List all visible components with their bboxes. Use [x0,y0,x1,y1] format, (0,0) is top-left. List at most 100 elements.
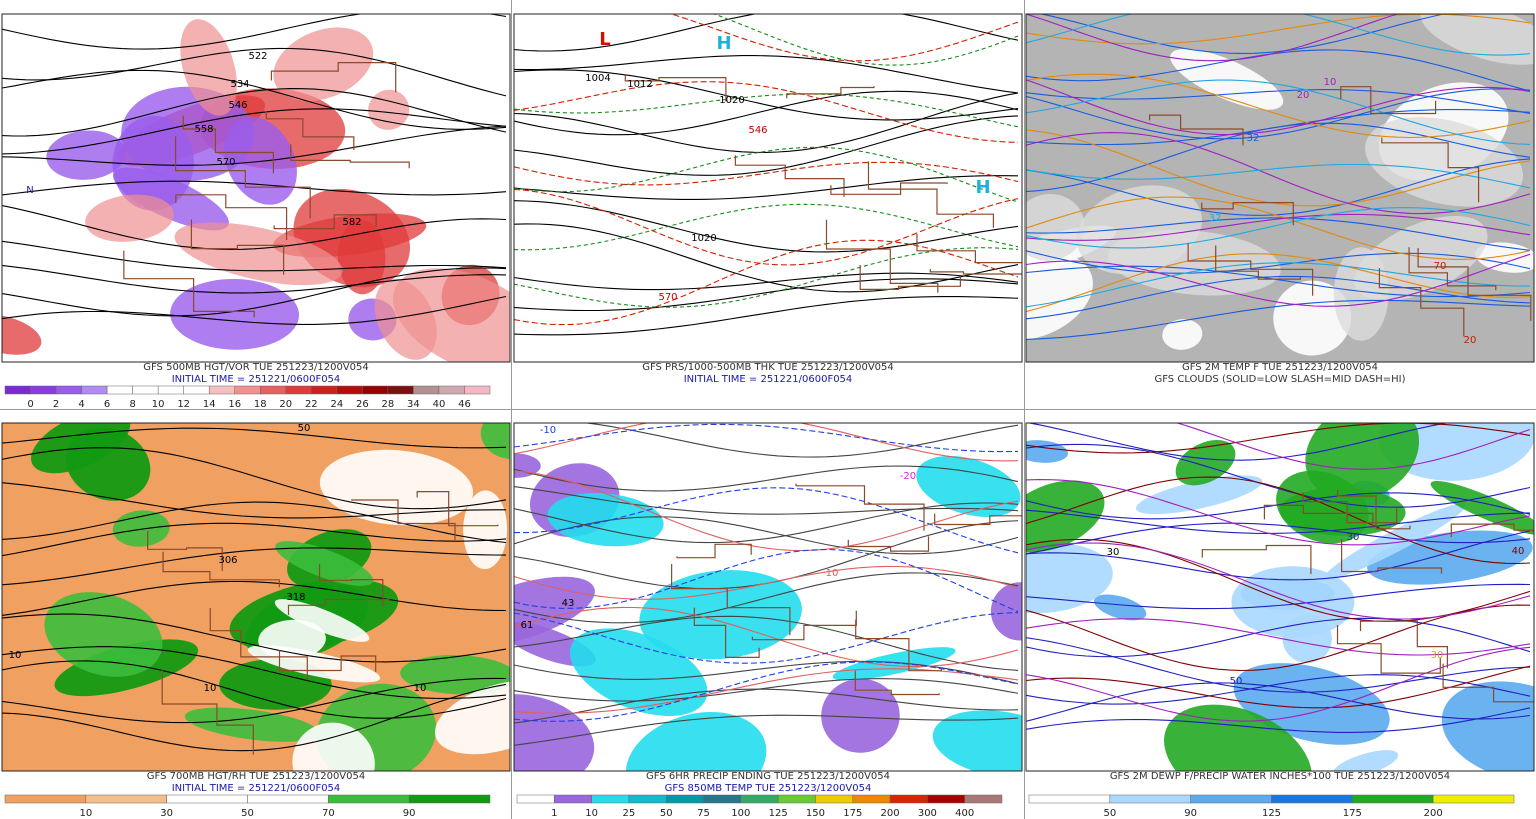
contour-line [1026,275,1531,320]
contour-line [1026,476,1531,565]
contour-line [1026,617,1531,658]
state-border [734,155,845,197]
map-frame [1,13,511,363]
contour-line [1026,158,1531,216]
contour-line [514,278,1019,312]
state-border [676,543,752,559]
state-border [351,499,456,540]
state-border [1201,544,1312,575]
contour-line [514,714,1019,746]
shaded-area [1273,280,1352,356]
shaded-area [832,647,956,681]
contour-line [1026,542,1531,620]
contour-line [1039,14,1447,54]
colorbar-label: 6 [104,399,110,410]
shaded-area [1354,216,1488,301]
state-border [786,86,875,99]
contour-line [1026,509,1531,534]
colorbar-swatch [260,385,287,395]
shaded-area [1231,566,1355,638]
colorbar-swatch [4,385,31,395]
map-label: 1020 [719,95,744,106]
contour-line [2,240,507,272]
colorbar-label: 10 [79,808,92,819]
colorbar-label: 46 [458,399,471,410]
colorbar-label: 90 [403,808,416,819]
contour-line [2,427,507,449]
contour-line [1026,14,1531,56]
colorbar-swatch [336,385,363,395]
contour-line [1026,213,1531,241]
map-panel: L H 1004 1012 1020 546 1020 570 H GFS PRS/1000-50… [513,13,1023,385]
colorbar-swatch [927,794,965,804]
state-border [929,269,1022,275]
panel-subtitle: INITIAL TIME = 251221/0600F054 [172,374,341,385]
colorbar-label: 14 [203,399,216,410]
shaded-area [639,570,802,660]
colorbar-swatch [106,385,133,395]
contour-line [2,47,507,97]
panel-subtitle: INITIAL TIME = 251221/0600F054 [684,374,853,385]
colorbar-swatch [55,385,82,395]
colorbar-swatch [30,385,57,395]
colorbar-swatch [703,794,742,804]
state-border [859,265,961,290]
colorbar-swatch [628,794,667,804]
contour-line [514,615,1019,671]
shaded-area [274,599,370,642]
colorbar-swatch [777,794,816,804]
map-label: 20 [1297,90,1310,101]
map-label: 32 [1247,133,1260,144]
contour-line [514,486,1019,515]
state-border [855,619,942,672]
shaded-area [1026,252,1093,341]
colorbar-label: 16 [228,399,241,410]
state-border [278,650,377,672]
shaded-area [1333,247,1389,341]
contour-line [1026,646,1531,722]
state-border [287,598,390,616]
state-border [854,670,940,696]
contour-line [514,188,1019,266]
state-border [693,607,760,658]
map-label: 1020 [691,233,716,244]
map [2,14,510,362]
state-border [847,536,930,552]
contour-line [2,14,507,50]
state-border [934,513,1022,526]
colorbar-label: 150 [806,808,825,819]
colorbar-swatch [964,794,1003,804]
map-panel: -10 -20 43 61 10 GFS 6HR PRECIP ENDING TUE 25… [513,422,1023,819]
shaded-area [514,694,595,771]
contour-line [2,88,507,137]
contour-line [514,465,1019,492]
contour-line [1026,253,1531,307]
panel-subtitle: INITIAL TIME = 251221/0600F054 [172,783,341,794]
contour-line [2,447,507,510]
contour-line [1175,423,1531,470]
state-border [1378,268,1465,337]
state-border [265,111,355,150]
contour-line [1026,707,1531,733]
contour-line [1026,79,1531,145]
colorbar-label: 40 [433,399,446,410]
shaded-area [821,678,900,753]
colorbar-label: 100 [731,808,750,819]
contour-line [1026,583,1531,610]
panel-title: GFS 500MB HGT/VOR TUE 251223/1200V054 [143,362,369,373]
map-panel: 522 534 546 558 570 582 N GFS 500MB HGT/VOR TUE… [1,13,511,410]
contour-line [1026,122,1531,193]
shaded-area [170,278,300,350]
map-frame [513,13,1023,363]
shaded-area [1093,594,1147,621]
map-label: 582 [342,217,361,228]
contour-line [514,606,1019,668]
colorbar-label: 8 [129,399,135,410]
contour-line [1026,163,1531,189]
map-panel: 32 20 10 32 70 20 GFS 2M TEMP F TUE 251223/120… [1025,13,1535,385]
contour-line [1026,665,1531,709]
colorbar-label: 300 [918,808,937,819]
map [2,423,510,771]
state-border [190,219,285,275]
